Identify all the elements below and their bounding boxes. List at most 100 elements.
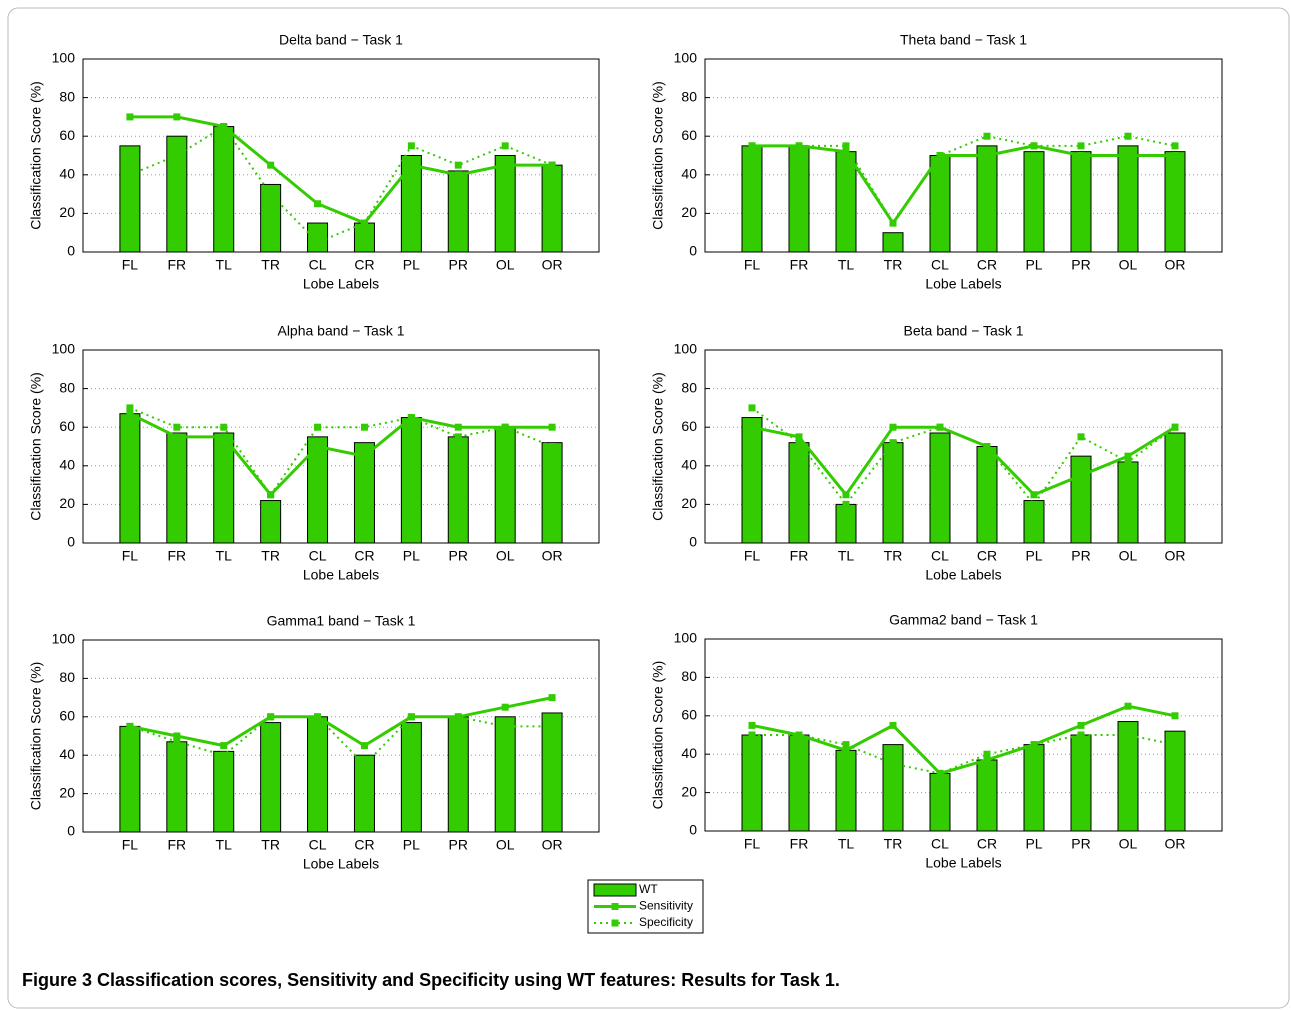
y-tick-label: 20 [681, 495, 697, 511]
bar [260, 500, 282, 544]
bar [213, 432, 235, 544]
y-tick-label: 0 [67, 243, 75, 259]
marker [983, 756, 991, 764]
marker [314, 238, 322, 246]
bar [1164, 432, 1186, 544]
marker [126, 410, 134, 418]
x-tick-label: FL [744, 836, 761, 852]
marker [1030, 741, 1038, 749]
x-tick-label: FL [122, 837, 139, 853]
y-tick-label: 80 [681, 88, 697, 104]
bar [1164, 151, 1186, 253]
marker [1171, 423, 1179, 431]
line [129, 696, 553, 748]
x-tick-label: PR [1071, 257, 1090, 273]
marker [936, 423, 944, 431]
bar [1023, 744, 1045, 832]
bar [307, 716, 329, 833]
bar [166, 432, 188, 544]
x-tick-label: CR [977, 836, 997, 852]
marker [1124, 458, 1132, 466]
marker [748, 423, 756, 431]
x-tick-label: FL [122, 548, 139, 564]
x-tick-label: TL [216, 837, 233, 853]
x-tick-label: PL [403, 548, 420, 564]
axes-box [82, 639, 600, 833]
y-tick-label: 20 [59, 204, 75, 220]
x-tick-label: CL [309, 548, 327, 564]
bar [541, 442, 563, 544]
marker [1030, 142, 1038, 150]
marker [360, 742, 368, 750]
y-axis-label: Classification Score (%) [650, 81, 666, 230]
marker [501, 722, 509, 730]
x-axis-label: Lobe Labels [925, 567, 1001, 583]
marker [748, 721, 756, 729]
x-tick-label: FL [122, 257, 139, 273]
marker [842, 148, 850, 156]
legend-marker [611, 903, 619, 910]
y-tick-label: 40 [681, 457, 697, 473]
marker [126, 171, 134, 179]
x-tick-label: TR [884, 257, 903, 273]
y-tick-label: 100 [674, 630, 698, 646]
x-tick-label: FR [790, 836, 809, 852]
bar [447, 170, 469, 253]
marker [267, 161, 275, 169]
bar [400, 722, 422, 833]
marker [407, 414, 415, 422]
marker [983, 750, 991, 758]
bar [788, 734, 810, 832]
marker [1171, 142, 1179, 150]
y-tick-label: 100 [52, 631, 76, 647]
marker [795, 439, 803, 447]
bar [929, 155, 951, 253]
y-tick-label: 0 [689, 243, 697, 259]
x-tick-label: OR [1165, 257, 1186, 273]
caption-text: Classification scores, Sensitivity and S… [97, 970, 840, 990]
x-tick-label: OL [496, 837, 515, 853]
x-tick-label: OL [1119, 836, 1138, 852]
x-tick-label: PR [1071, 836, 1090, 852]
x-tick-label: FR [167, 837, 186, 853]
y-tick-label: 80 [59, 88, 75, 104]
x-tick-label: PL [1025, 836, 1042, 852]
y-axis-label: Classification Score (%) [28, 662, 44, 811]
legend-label: WT [639, 882, 658, 896]
marker [173, 732, 181, 740]
bar [494, 426, 516, 544]
legend-marker [611, 919, 619, 927]
marker [126, 404, 134, 412]
bar [213, 750, 235, 833]
x-tick-label: CL [309, 837, 327, 853]
marker [220, 742, 228, 750]
axes-box [704, 349, 1223, 544]
x-tick-label: TR [884, 836, 903, 852]
bar [494, 155, 516, 253]
bar [882, 744, 904, 832]
y-tick-label: 40 [59, 457, 75, 473]
x-tick-label: OR [542, 257, 563, 273]
bar [1070, 455, 1092, 544]
x-tick-label: OL [496, 257, 515, 273]
chart-title: Theta band − Task 1 [900, 32, 1027, 48]
chart-title: Beta band − Task 1 [904, 323, 1024, 339]
y-tick-label: 0 [689, 822, 697, 838]
bar [260, 722, 282, 833]
marker [454, 161, 462, 169]
marker [126, 722, 134, 730]
x-tick-label: CL [309, 257, 327, 273]
marker [983, 132, 991, 140]
x-tick-label: PL [1025, 548, 1042, 564]
marker [748, 142, 756, 150]
chart-title: Delta band − Task 1 [279, 32, 403, 48]
y-tick-label: 40 [59, 746, 75, 762]
line [751, 407, 1176, 507]
y-tick-label: 20 [681, 783, 697, 799]
y-tick-label: 100 [52, 50, 76, 66]
bar [1070, 734, 1092, 832]
x-tick-label: CL [931, 257, 949, 273]
x-tick-label: FR [790, 548, 809, 564]
bar [541, 164, 563, 253]
